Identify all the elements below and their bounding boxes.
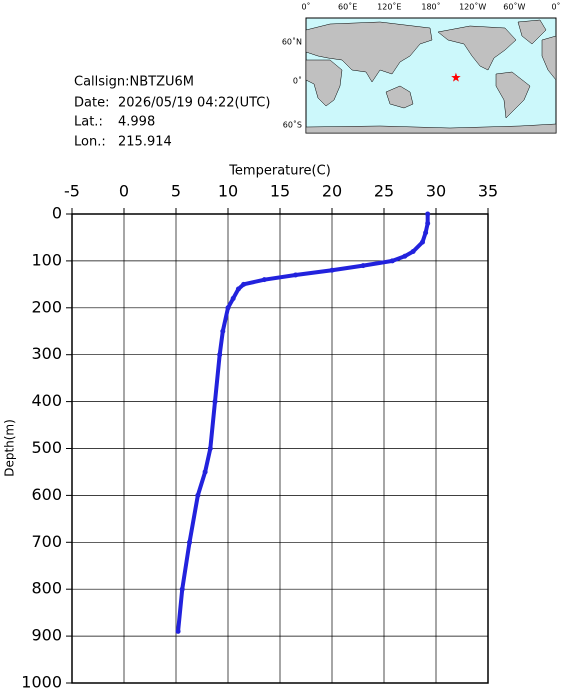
greenland	[517, 19, 547, 45]
profile-point	[329, 267, 335, 273]
profile-point	[225, 305, 231, 311]
profile-point	[423, 230, 429, 236]
profile-point	[241, 281, 247, 287]
y-tick-label: 300	[31, 344, 62, 363]
profile-point	[217, 352, 223, 358]
africa	[305, 59, 343, 107]
x-tick-label: 20	[322, 182, 342, 201]
world-map	[305, 17, 557, 134]
y-tick-label: 900	[31, 626, 62, 645]
europe-east-edge	[541, 35, 557, 81]
profile-line	[176, 214, 430, 632]
profile-point	[410, 249, 416, 255]
profile-point	[175, 628, 181, 634]
south-america	[495, 71, 531, 119]
date-label: Date:	[74, 96, 109, 111]
map-lon-label: 60˚W	[503, 2, 525, 12]
profile-point	[293, 272, 299, 278]
map-lon-label: 60˚E	[338, 2, 357, 12]
x-tick-label: 35	[478, 182, 498, 201]
lon: 215.914	[118, 135, 172, 150]
y-tick-label: 800	[31, 579, 62, 598]
north-america	[437, 25, 517, 71]
profile-point	[220, 328, 226, 334]
profile-point	[202, 469, 208, 475]
profile-point	[402, 253, 408, 259]
y-tick-label: 0	[52, 204, 62, 223]
eurasia	[305, 21, 433, 83]
profile-point	[425, 211, 431, 217]
profile-point	[261, 277, 267, 283]
x-tick-label: 25	[374, 182, 394, 201]
x-tick-label: -5	[64, 182, 80, 201]
y-tick-label: 400	[31, 391, 62, 410]
x-tick-label: 15	[270, 182, 290, 201]
y-axis-label: Depth(m)	[3, 419, 17, 477]
map-lat-label: 60˚S	[283, 120, 302, 130]
plot-frame	[71, 213, 489, 684]
x-tick-label: 30	[426, 182, 446, 201]
profile-point	[179, 586, 185, 592]
profile-point	[195, 492, 201, 498]
profile-point	[212, 399, 218, 405]
lat-label: Lat.:	[74, 115, 103, 130]
profile-point	[187, 539, 193, 545]
callsign: Callsign:NBTZU6M	[74, 75, 194, 90]
y-tick-label: 1000	[21, 673, 62, 690]
profile-point	[207, 446, 213, 451]
profile-point	[230, 295, 236, 301]
y-tick-label: 500	[31, 438, 62, 457]
x-axis-label: Temperature(C)	[228, 164, 331, 179]
map-lon-label: 120˚W	[459, 2, 486, 12]
y-tick-label: 600	[31, 485, 62, 504]
australia	[385, 85, 414, 109]
map-lon-label: 180˚	[421, 2, 440, 12]
profile-point	[360, 263, 366, 269]
lon-label: Lon.:	[74, 135, 106, 150]
map-lon-label: 0˚	[551, 2, 560, 12]
x-tick-label: 5	[171, 182, 181, 201]
antarctica	[305, 123, 557, 134]
profile-point	[389, 258, 395, 264]
map-lon-label: 120˚E	[377, 2, 401, 12]
map-lat-label: 60˚N	[282, 37, 302, 47]
lat: 4.998	[118, 115, 155, 130]
profile-point	[419, 239, 425, 245]
y-tick-label: 100	[31, 250, 62, 269]
y-tick-label: 700	[31, 532, 62, 551]
y-tick-label: 200	[31, 297, 62, 316]
map-lon-label: 0˚	[301, 2, 310, 12]
date: 2026/05/19 04:22(UTC)	[118, 96, 270, 111]
x-tick-label: 0	[119, 182, 129, 201]
x-tick-label: 10	[218, 182, 238, 201]
station-star	[451, 72, 461, 82]
profile-point	[425, 220, 431, 226]
profile-point	[235, 286, 241, 292]
map-lat-label: 0˚	[293, 76, 302, 86]
